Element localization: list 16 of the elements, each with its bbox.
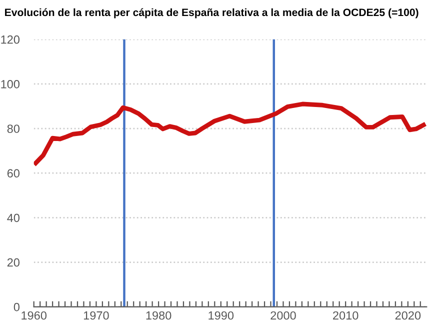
y-tick-label: 0 [14, 302, 20, 312]
y-tick-label: 20 [7, 258, 20, 267]
x-tick-label: 2020 [395, 311, 421, 320]
x-tick-label: 1980 [146, 311, 172, 320]
y-tick-label: 60 [7, 169, 20, 178]
y-tick-label: 40 [7, 214, 20, 222]
y-tick-label: 100 [1, 80, 20, 88]
x-tick-label: 1970 [84, 311, 109, 320]
line-series [34, 102, 426, 166]
x-tick-label: 2000 [270, 311, 296, 320]
x-tick-label: 2010 [333, 311, 358, 320]
y-tick-label: 120 [1, 35, 20, 44]
chart-title: Evolución de la renta per cápita de España relativa a la media de la OCDE25 (=100) [5, 8, 418, 18]
x-tick-label: 1990 [208, 311, 234, 320]
x-tick-label: 1960 [22, 311, 47, 320]
y-tick-label: 80 [7, 124, 20, 133]
